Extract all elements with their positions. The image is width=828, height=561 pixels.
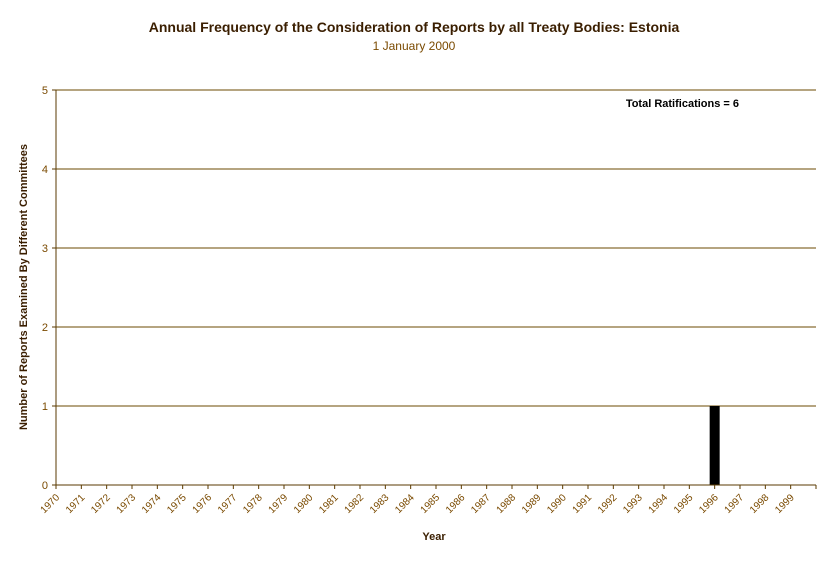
- axes: [52, 89, 817, 489]
- x-tick-label: 1992: [596, 492, 620, 516]
- gridlines: [56, 89, 816, 407]
- x-tick-label: 1989: [520, 492, 544, 516]
- x-tick-label: 1973: [115, 492, 139, 516]
- y-tick-label: 1: [42, 401, 48, 413]
- y-tick-labels: 0 1 2 3 4 5: [42, 85, 48, 492]
- x-tick-label: 1970: [39, 492, 63, 516]
- x-tick-label: 1974: [140, 492, 164, 516]
- bars: [709, 406, 720, 485]
- x-tick-label: 1972: [89, 492, 113, 516]
- x-tick-label: 1978: [241, 492, 265, 516]
- x-tick-labels: 1970 1971 1972 1973 1974 1975 1976 1977 1978 1979…: [39, 492, 797, 516]
- x-tick-label: 1999: [773, 492, 797, 516]
- x-tick-label: 1975: [165, 492, 189, 516]
- x-tick-label: 1981: [317, 492, 341, 516]
- x-tick-label: 1998: [748, 492, 772, 516]
- y-tick-label: 3: [42, 243, 48, 255]
- x-axis-title: Year: [422, 531, 446, 543]
- bar-1995: [709, 406, 720, 485]
- x-tick-label: 1985: [419, 492, 443, 516]
- x-tick-label: 1977: [216, 492, 240, 516]
- x-tick-label: 1996: [697, 492, 721, 516]
- x-tick-label: 1997: [723, 492, 747, 516]
- x-tick-label: 1988: [495, 492, 519, 516]
- x-tick-label: 1980: [292, 492, 316, 516]
- x-tick-label: 1991: [571, 492, 595, 516]
- chart-subtitle: 1 January 2000: [372, 39, 456, 53]
- x-tick-label: 1995: [672, 492, 696, 516]
- x-tick-label: 1983: [368, 492, 392, 516]
- y-tick-label: 4: [42, 164, 48, 176]
- y-tick-label: 0: [42, 480, 48, 492]
- x-tick-label: 1986: [444, 492, 468, 516]
- x-tick-label: 1982: [343, 492, 367, 516]
- x-tick-label: 1993: [621, 492, 645, 516]
- x-tick-label: 1990: [545, 492, 569, 516]
- y-axis-title: Number of Reports Examined By Different …: [18, 144, 30, 430]
- x-tick-label: 1987: [469, 492, 493, 516]
- x-tick-label: 1984: [393, 492, 417, 516]
- total-ratifications-annotation: Total Ratifications = 6: [626, 98, 739, 110]
- x-tick-label: 1976: [191, 492, 215, 516]
- chart-title: Annual Frequency of the Consideration of…: [148, 19, 680, 35]
- y-tick-label: 2: [42, 322, 48, 334]
- x-tick-label: 1971: [64, 492, 88, 516]
- y-tick-label: 5: [42, 85, 48, 97]
- x-tick-label: 1994: [647, 492, 671, 516]
- x-tick-label: 1979: [267, 492, 291, 516]
